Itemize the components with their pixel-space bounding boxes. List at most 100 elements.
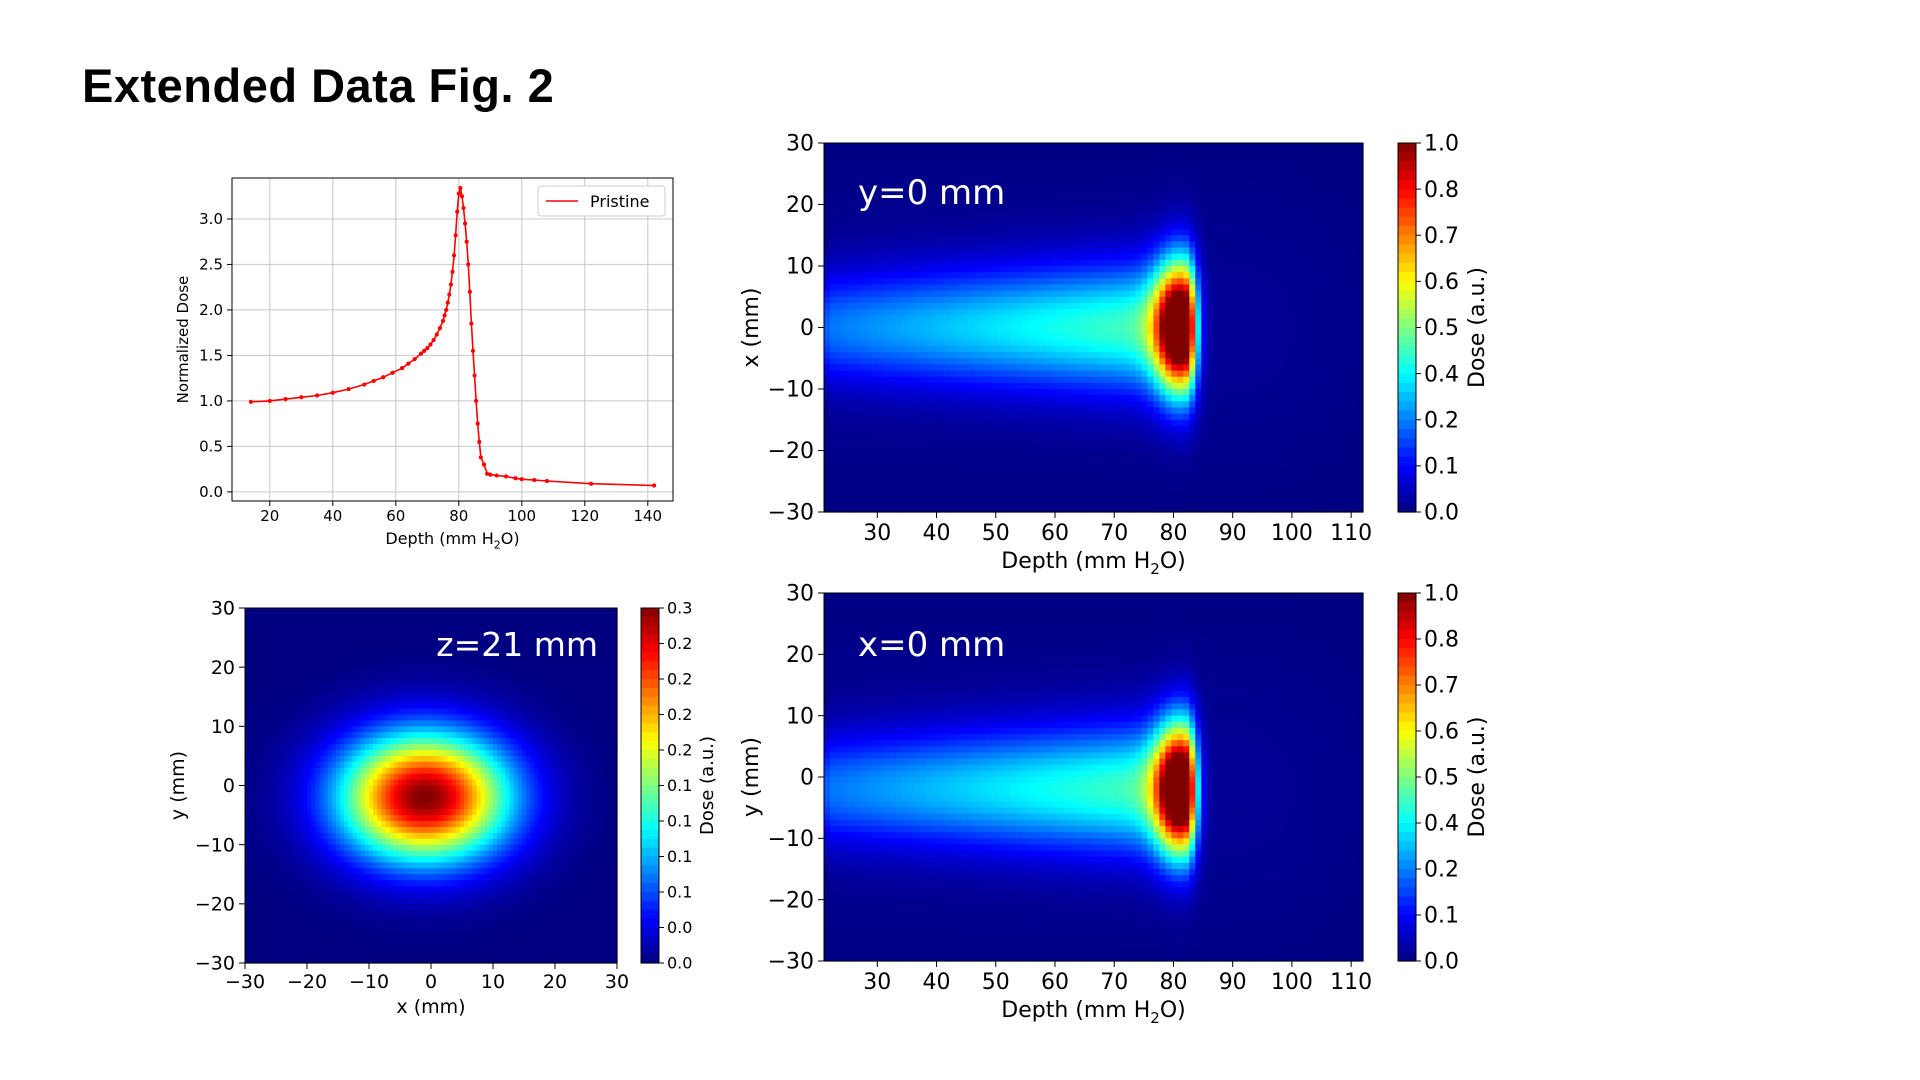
heatmap-cell <box>1357 352 1364 359</box>
heatmap-cell <box>871 352 879 359</box>
heatmap-cell <box>895 364 903 372</box>
heatmap-cell <box>1297 290 1304 298</box>
heatmap-cell <box>859 167 867 175</box>
heatmap-cell <box>1177 149 1184 156</box>
heatmap-cell <box>1123 425 1131 433</box>
heatmap-cell <box>1177 216 1184 224</box>
heatmap-cell <box>895 192 903 199</box>
heatmap-cell <box>1195 425 1202 433</box>
heatmap-cell <box>949 278 957 286</box>
heatmap-cell <box>1057 222 1065 230</box>
heatmap-cell <box>1075 222 1083 230</box>
heatmap-cell <box>1237 352 1244 359</box>
heatmap-cell <box>1303 216 1310 224</box>
heatmap-cell <box>913 253 921 261</box>
heatmap-cell <box>1261 358 1268 365</box>
heatmap-cell <box>1045 210 1053 218</box>
heatmap-cell <box>1165 161 1172 169</box>
heatmap-cell <box>1183 167 1190 175</box>
heatmap-cell <box>1003 370 1011 378</box>
heatmap-cell <box>847 284 855 292</box>
heatmap-cell <box>1249 290 1256 298</box>
heatmap-cell <box>1099 302 1107 310</box>
heatmap-cell <box>931 456 939 464</box>
heatmap-cell <box>865 358 873 365</box>
heatmap-cell <box>1351 352 1358 359</box>
heatmap-cell <box>961 235 969 242</box>
heatmap-cell <box>1273 407 1280 415</box>
heatmap-cell <box>1159 259 1166 267</box>
heatmap-cell <box>1135 382 1143 390</box>
heatmap-cell <box>853 149 861 156</box>
heatmap-cell <box>1165 290 1172 298</box>
heatmap-cell <box>931 432 939 439</box>
heatmap-cell <box>949 450 957 458</box>
heatmap-cell <box>1309 216 1316 224</box>
heatmap-cell <box>1267 179 1274 187</box>
heatmap-cell <box>961 302 969 310</box>
heatmap-cell <box>1021 327 1029 335</box>
heatmap-cell <box>1177 364 1184 372</box>
heatmap-cell <box>1243 272 1250 279</box>
heatmap-cell <box>1057 253 1065 261</box>
heatmap-cell <box>913 161 921 169</box>
heatmap-cell <box>1003 192 1011 199</box>
heatmap-cell <box>1231 468 1238 476</box>
heatmap-cell <box>1135 296 1143 304</box>
heatmap-cell <box>1063 339 1071 347</box>
heatmap-cell <box>991 376 999 384</box>
heatmap-cell <box>985 407 993 415</box>
heatmap-cell <box>1117 278 1125 286</box>
heatmap-cell <box>1219 247 1226 255</box>
heatmap-cell <box>997 167 1005 175</box>
heatmap-cell <box>979 155 987 163</box>
heatmap-cell <box>1273 192 1280 199</box>
heatmap-cell <box>1129 149 1137 156</box>
heatmap-cell <box>1141 173 1148 181</box>
heatmap-cell <box>889 358 897 365</box>
heatmap-cell <box>925 241 933 249</box>
heatmap-cell <box>1219 321 1226 329</box>
heatmap-cell <box>1195 198 1202 206</box>
heatmap-cell <box>1213 155 1220 163</box>
heatmap-cell <box>1183 462 1190 470</box>
heatmap-cell <box>1195 179 1202 187</box>
heatmap-cell <box>1033 272 1041 279</box>
heatmap-cell <box>1189 155 1196 163</box>
heatmap-cell <box>1243 395 1250 402</box>
heatmap-cell <box>1357 327 1364 335</box>
heatmap-cell <box>991 149 999 156</box>
heatmap-cell <box>1063 284 1071 292</box>
heatmap-cell <box>1135 241 1143 249</box>
heatmap-cell <box>901 155 909 163</box>
heatmap-cell <box>1189 450 1196 458</box>
heatmap-cell <box>871 290 879 298</box>
heatmap-cell <box>829 272 837 279</box>
heatmap-cell <box>931 468 939 476</box>
heatmap-cell <box>824 352 831 359</box>
heatmap-cell <box>824 345 831 353</box>
heatmap-cell <box>883 327 891 335</box>
heatmap-cell <box>1075 395 1083 402</box>
heatmap-cell <box>1135 204 1143 212</box>
heatmap-cell <box>865 425 873 433</box>
heatmap-cell <box>1027 302 1035 310</box>
heatmap-cell <box>889 222 897 230</box>
heatmap-cell <box>913 247 921 255</box>
heatmap-cell <box>1141 198 1148 206</box>
heatmap-cell <box>925 475 933 482</box>
heatmap-cell <box>943 339 951 347</box>
heatmap-cell <box>1159 229 1166 236</box>
heatmap-cell <box>1135 468 1143 476</box>
heatmap-cell <box>991 444 999 452</box>
heatmap-cell <box>1183 198 1190 206</box>
heatmap-cell <box>889 143 897 150</box>
heatmap-cell <box>859 462 867 470</box>
heatmap-cell <box>943 364 951 372</box>
heatmap-cell <box>979 210 987 218</box>
heatmap-cell <box>895 302 903 310</box>
heatmap-cell <box>1273 302 1280 310</box>
heatmap-cell <box>1261 339 1268 347</box>
heatmap-cell <box>1345 204 1352 212</box>
heatmap-cell <box>1045 192 1053 199</box>
